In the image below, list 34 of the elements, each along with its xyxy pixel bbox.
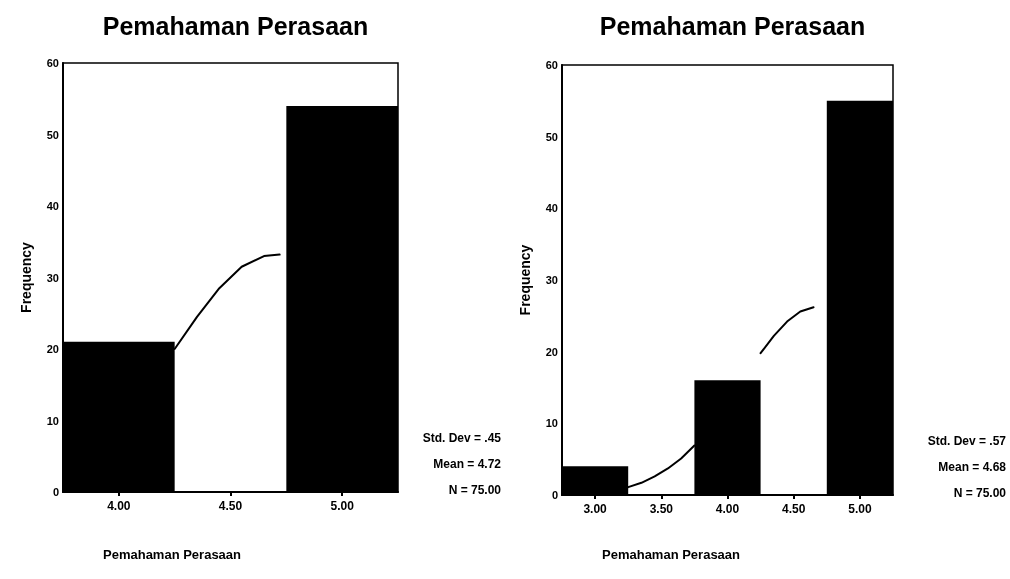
y-tick-label: 10 xyxy=(545,417,558,430)
text: Std. Dev = .45 xyxy=(422,431,502,445)
chart-title: Pemahaman Perasaan xyxy=(102,11,369,40)
y-tick-label: 50 xyxy=(545,130,558,143)
text: Mean = 4.72 xyxy=(433,457,502,471)
x-tick-label: 4.00 xyxy=(107,499,131,513)
y-tick-label: 50 xyxy=(46,128,59,141)
text: Std. Dev = .57 xyxy=(927,434,1007,448)
y-tick-label: 30 xyxy=(46,271,59,284)
y-axis-title: Frequency xyxy=(517,244,533,316)
y-tick-label: 20 xyxy=(545,345,558,358)
y-tick-label: 60 xyxy=(46,57,59,69)
y-tick-label: 20 xyxy=(46,343,59,355)
x-tick-label: 3.50 xyxy=(649,502,674,516)
text: N = 75.00 xyxy=(953,486,1007,500)
text: N = 75.00 xyxy=(448,483,502,497)
y-tick-label: 0 xyxy=(551,489,558,501)
x-axis-title: Pemahaman Perasaan xyxy=(602,547,741,562)
x-tick-label: 5.00 xyxy=(330,499,355,513)
y-tick-label: 60 xyxy=(545,59,558,71)
y-tick-label: 10 xyxy=(46,414,59,427)
y-axis-title: Frequency xyxy=(18,241,34,313)
x-tick-label: 5.00 xyxy=(848,502,872,516)
x-axis-title: Pemahaman Perasaan xyxy=(103,547,242,562)
y-tick-label: 40 xyxy=(46,200,59,212)
x-tick-label: 3.00 xyxy=(583,502,608,516)
y-tick-label: 0 xyxy=(52,486,59,498)
x-tick-label: 4.50 xyxy=(218,499,243,513)
x-tick-label: 4.00 xyxy=(715,502,740,516)
x-tick-label: 4.50 xyxy=(782,502,806,516)
text: Mean = 4.68 xyxy=(938,460,1007,474)
chart-title: Pemahaman Perasaan xyxy=(599,11,866,40)
y-tick-label: 40 xyxy=(545,202,558,215)
y-tick-label: 30 xyxy=(545,274,558,286)
